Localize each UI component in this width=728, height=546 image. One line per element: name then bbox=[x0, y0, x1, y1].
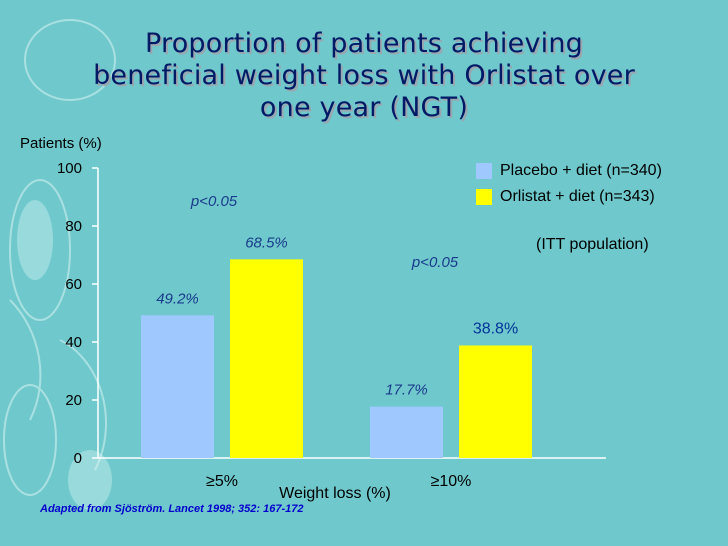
bar-data-label: 17.7% bbox=[385, 382, 428, 399]
x-tick-label: ≥5% bbox=[206, 473, 238, 490]
y-tick-label: 80 bbox=[65, 218, 82, 235]
y-tick-label: 100 bbox=[57, 160, 82, 177]
y-tick-label: 0 bbox=[74, 450, 82, 467]
legend-swatch-orlistat bbox=[476, 189, 492, 205]
bar-data-label: 49.2% bbox=[156, 290, 199, 307]
y-tick-label: 60 bbox=[65, 276, 82, 293]
significance-label: p<0.05 bbox=[411, 254, 459, 271]
legend-label-placebo: Placebo + diet (n=340) bbox=[500, 162, 662, 179]
source-citation: Adapted from Sjöström. Lancet 1998; 352:… bbox=[40, 503, 304, 515]
title-line-1: Proportion of patients achieving bbox=[145, 28, 583, 59]
bar-data-label: 38.8% bbox=[473, 320, 518, 337]
y-axis-label: Patients (%) bbox=[20, 135, 102, 152]
significance-label: p<0.05 bbox=[190, 193, 238, 210]
legend: Placebo + diet (n=340) Orlistat + diet (… bbox=[476, 158, 662, 210]
population-note: (ITT population) bbox=[536, 236, 649, 253]
x-tick-label: ≥10% bbox=[431, 473, 472, 490]
bar-placebo bbox=[370, 406, 443, 458]
bar-orlistat bbox=[230, 259, 303, 458]
x-axis-label: Weight loss (%) bbox=[279, 485, 391, 502]
legend-item-orlistat: Orlistat + diet (n=343) bbox=[476, 184, 662, 210]
slide-title: Proportion of patients achieving benefic… bbox=[20, 28, 708, 124]
y-tick-label: 40 bbox=[65, 334, 82, 351]
y-tick-label: 20 bbox=[65, 392, 82, 409]
bar-data-label: 68.5% bbox=[245, 234, 288, 251]
bar-placebo bbox=[141, 315, 214, 458]
title-line-3: one year (NGT) bbox=[259, 92, 469, 123]
title-line-2: beneficial weight loss with Orlistat ove… bbox=[93, 60, 635, 91]
bar-orlistat bbox=[459, 345, 532, 458]
legend-item-placebo: Placebo + diet (n=340) bbox=[476, 158, 662, 184]
legend-swatch-placebo bbox=[476, 163, 492, 179]
legend-label-orlistat: Orlistat + diet (n=343) bbox=[500, 188, 655, 205]
